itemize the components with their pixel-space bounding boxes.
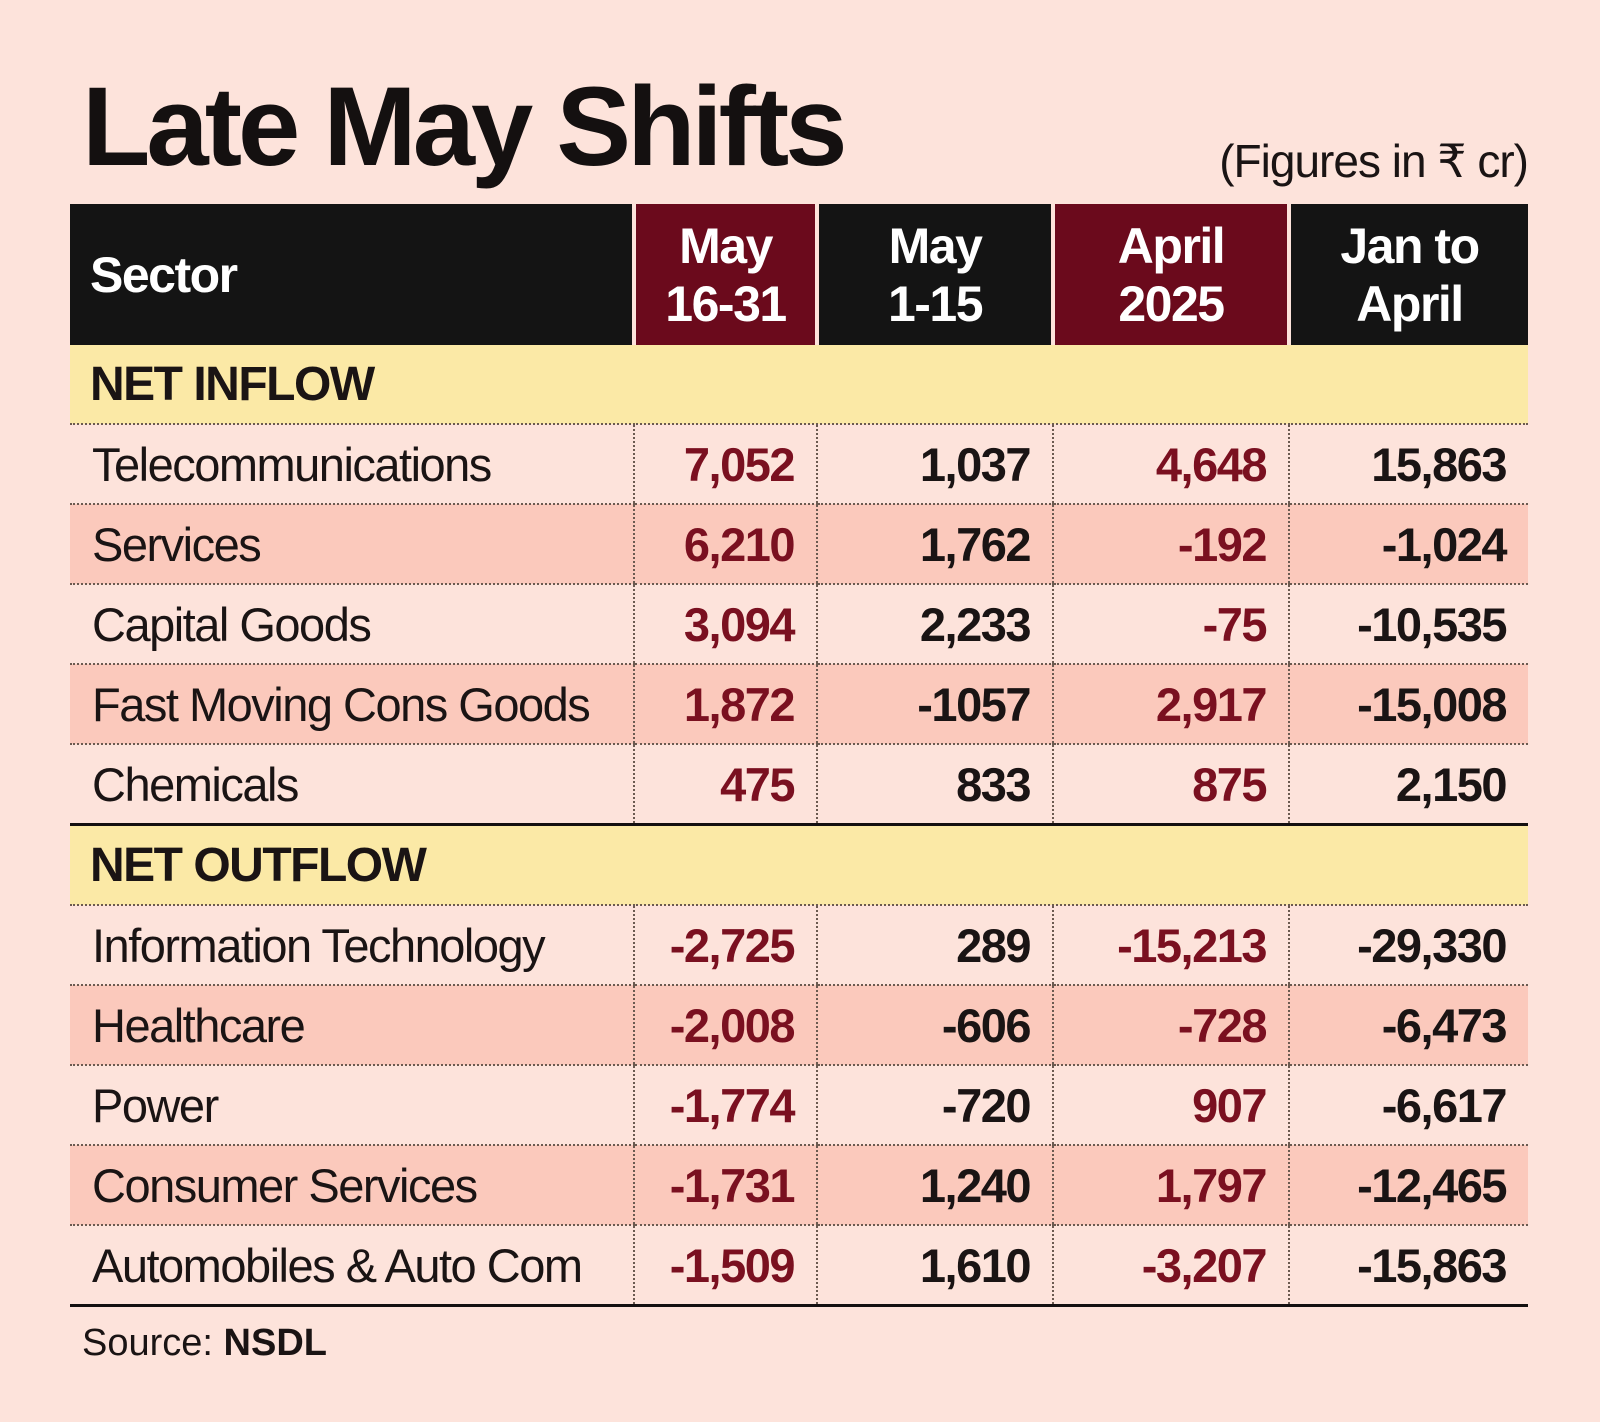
sector-name: Fast Moving Cons Goods: [70, 664, 634, 745]
sector-name: Automobiles & Auto Com: [70, 1225, 634, 1307]
source-note: Source: NSDL: [82, 1322, 327, 1364]
section-label: NET OUTFLOW: [70, 824, 1528, 906]
value-cell: 1,872: [633, 664, 817, 745]
section-label: NET INFLOW: [70, 345, 1528, 425]
column-header-may-16-31: May 16-31: [632, 204, 817, 345]
value-cell: 4,648: [1052, 424, 1289, 505]
sector-name: Consumer Services: [70, 1145, 634, 1226]
sector-name: Capital Goods: [70, 584, 634, 665]
value-cell: 1,610: [816, 1225, 1053, 1307]
value-cell: 289: [816, 905, 1053, 986]
value-cell: -6,617: [1288, 1065, 1528, 1146]
value-cell: -10,535: [1288, 584, 1528, 665]
value-cell: -15,008: [1288, 664, 1528, 745]
value-cell: 475: [633, 744, 817, 826]
value-cell: 1,797: [1052, 1145, 1289, 1226]
value-cell: 2,233: [816, 584, 1053, 665]
sector-name: Chemicals: [70, 744, 634, 826]
value-cell: 2,150: [1288, 744, 1528, 826]
value-cell: -720: [816, 1065, 1053, 1146]
value-cell: 1,240: [816, 1145, 1053, 1226]
value-cell: 907: [1052, 1065, 1289, 1146]
column-header-jan-to-april: Jan to April: [1287, 204, 1528, 345]
value-cell: 875: [1052, 744, 1289, 826]
table-row: Healthcare -2,008 -606 -728 -6,473: [70, 985, 1528, 1066]
value-cell: 1,037: [816, 424, 1053, 505]
units-note: (Figures in ₹ cr): [1219, 135, 1529, 187]
sector-name: Information Technology: [70, 905, 634, 986]
value-cell: 3,094: [633, 584, 817, 665]
value-cell: -75: [1052, 584, 1289, 665]
value-cell: 6,210: [633, 504, 817, 585]
section-header: NET OUTFLOW: [70, 824, 1528, 906]
value-cell: -29,330: [1288, 905, 1528, 986]
table-row: Fast Moving Cons Goods 1,872 -1057 2,917 -15…: [70, 664, 1528, 745]
value-cell: -1,774: [633, 1065, 817, 1146]
sector-name: Telecommunications: [70, 424, 634, 505]
sector-name: Services: [70, 504, 634, 585]
value-cell: 1,762: [816, 504, 1053, 585]
table-row: Telecommunications 7,052 1,037 4,648 15,863: [70, 424, 1528, 505]
sector-flow-table: Sector May 16-31 May 1-15 April 2025 Jan to…: [70, 204, 1528, 1307]
value-cell: 7,052: [633, 424, 817, 505]
value-cell: -1057: [816, 664, 1053, 745]
value-cell: -606: [816, 985, 1053, 1066]
value-cell: -1,509: [633, 1225, 817, 1307]
column-header-may-1-15: May 1-15: [815, 204, 1053, 345]
sector-name: Healthcare: [70, 985, 634, 1066]
value-cell: -15,213: [1052, 905, 1289, 986]
value-cell: -6,473: [1288, 985, 1528, 1066]
value-cell: 833: [816, 744, 1053, 826]
column-header-sector: Sector: [70, 204, 634, 345]
table-row: Consumer Services -1,731 1,240 1,797 -12,465: [70, 1145, 1528, 1226]
table-row: Information Technology -2,725 289 -15,213 -2…: [70, 905, 1528, 986]
value-cell: -12,465: [1288, 1145, 1528, 1226]
value-cell: 2,917: [1052, 664, 1289, 745]
column-header-april-2025: April 2025: [1051, 204, 1289, 345]
value-cell: -15,863: [1288, 1225, 1528, 1307]
table-row: Power -1,774 -720 907 -6,617: [70, 1065, 1528, 1146]
value-cell: -728: [1052, 985, 1289, 1066]
section-header: NET INFLOW: [70, 345, 1528, 425]
value-cell: -1,731: [633, 1145, 817, 1226]
table-row: Automobiles & Auto Com -1,509 1,610 -3,207-…: [70, 1225, 1528, 1307]
table-row: Capital Goods 3,094 2,233 -75 -10,535: [70, 584, 1528, 665]
value-cell: -2,725: [633, 905, 817, 986]
value-cell: -2,008: [633, 985, 817, 1066]
table-row: Services 6,210 1,762 -192 -1,024: [70, 504, 1528, 585]
value-cell: -1,024: [1288, 504, 1528, 585]
value-cell: 15,863: [1288, 424, 1528, 505]
page-title: Late May Shifts: [82, 64, 848, 189]
sector-name: Power: [70, 1065, 634, 1146]
value-cell: -3,207: [1052, 1225, 1289, 1307]
header-row: Sector May 16-31 May 1-15 April 2025 Jan to…: [70, 204, 1528, 345]
value-cell: -192: [1052, 504, 1289, 585]
table-row: Chemicals 475 833 875 2,150: [70, 744, 1528, 826]
